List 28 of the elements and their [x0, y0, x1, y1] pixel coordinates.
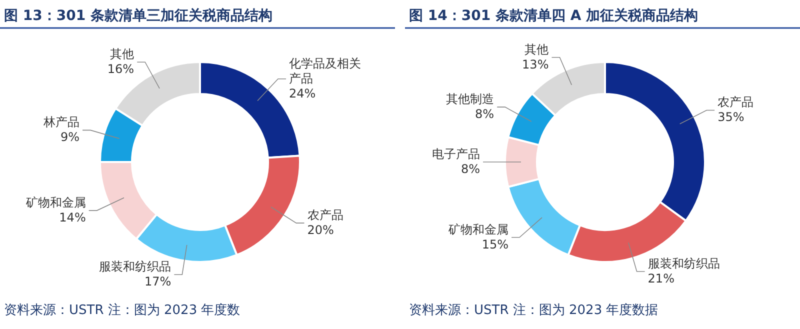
slice-label: 矿物和金属 — [447, 222, 508, 236]
data-label: 14% — [59, 210, 86, 225]
slice-label: 矿物和金属 — [24, 196, 86, 210]
data-label: 20% — [307, 223, 334, 238]
slice-label: 农产品 — [307, 208, 344, 222]
data-label: 9% — [60, 130, 80, 144]
data-label: 16% — [107, 62, 134, 76]
slice-label: 林产品 — [42, 115, 80, 130]
slice-label: 其他 — [524, 42, 549, 56]
data-label: 17% — [144, 274, 172, 289]
chart-title: 图 13：301 条款清单三加征关税商品结构 — [4, 7, 272, 24]
slice-label: 化学品及相关产品 — [289, 56, 362, 86]
data-label: 24% — [289, 86, 316, 100]
text: 资料来源：USTR 注：图为 2023 年度数 — [4, 302, 240, 318]
slice-label: 其他制造 — [446, 92, 494, 106]
chart-title: 图 14：301 条款清单四 A 加征关税商品结构 — [409, 7, 698, 24]
data-label: 35% — [718, 110, 744, 124]
slice-label: 电子产品 — [432, 147, 480, 161]
data-label: 8% — [460, 162, 480, 176]
data-label: 21% — [648, 271, 674, 286]
slice-label: 服装和纺织品 — [99, 260, 172, 274]
data-label: 15% — [482, 237, 508, 252]
slice-label: 其他 — [110, 47, 134, 62]
slice-label: 农产品 — [718, 95, 754, 110]
slice-label: 服装和纺织品 — [648, 256, 720, 270]
text: 资料来源：USTR 注：图为 2023 年度数据 — [409, 302, 658, 318]
data-label: 13% — [522, 57, 549, 72]
data-label: 8% — [475, 107, 494, 122]
